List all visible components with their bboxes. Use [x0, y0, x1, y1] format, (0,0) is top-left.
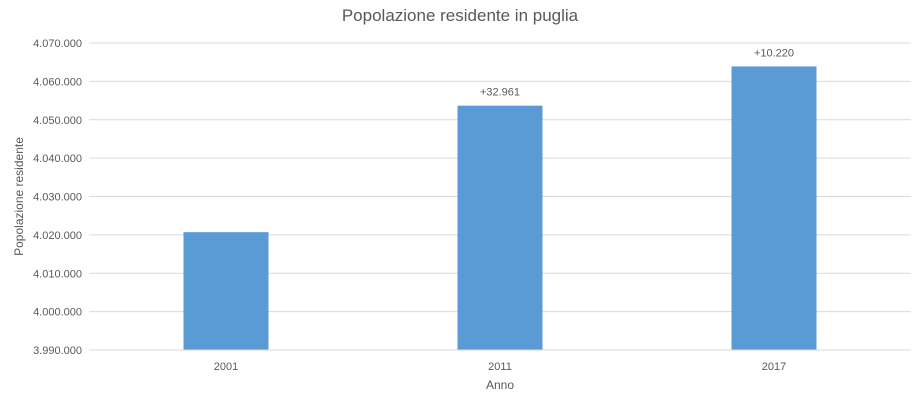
x-tick-label: 2017 — [762, 361, 786, 373]
y-axis-ticks: 3.990.000 4.000.000 4.010.000 4.020.000 4.03… — [33, 38, 82, 357]
y-axis-title: Popolazione residente — [12, 137, 26, 256]
y-tick-label: 4.040.000 — [33, 153, 82, 165]
bar-2011 — [457, 105, 543, 351]
y-tick-label: 4.000.000 — [33, 307, 82, 319]
x-axis-title: Anno — [486, 378, 514, 392]
y-tick-label: 4.030.000 — [33, 192, 82, 204]
x-tick-label: 2001 — [214, 361, 238, 373]
bar-2017 — [731, 66, 817, 350]
y-tick-label: 4.050.000 — [33, 115, 82, 127]
y-tick-label: 4.070.000 — [33, 38, 82, 50]
data-labels: +32.961 +10.220 — [480, 47, 794, 98]
bar-2001 — [183, 232, 269, 350]
bars — [183, 66, 817, 351]
x-tick-label: 2011 — [488, 361, 512, 373]
y-tick-label: 4.010.000 — [33, 268, 82, 280]
y-tick-label: 4.060.000 — [33, 76, 82, 88]
x-axis-ticks: 2001 2011 2017 — [214, 361, 786, 373]
y-tick-label: 3.990.000 — [33, 345, 82, 357]
chart-title: Popolazione residente in puglia — [341, 6, 579, 25]
y-tick-label: 4.020.000 — [33, 230, 82, 242]
data-label: +32.961 — [480, 87, 520, 99]
data-label: +10.220 — [754, 47, 794, 59]
